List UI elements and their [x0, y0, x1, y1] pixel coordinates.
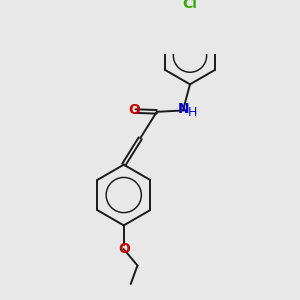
Text: O: O — [128, 103, 140, 117]
Text: Cl: Cl — [183, 0, 197, 11]
Text: H: H — [187, 106, 197, 118]
Text: O: O — [118, 242, 130, 256]
Text: N: N — [178, 102, 190, 116]
